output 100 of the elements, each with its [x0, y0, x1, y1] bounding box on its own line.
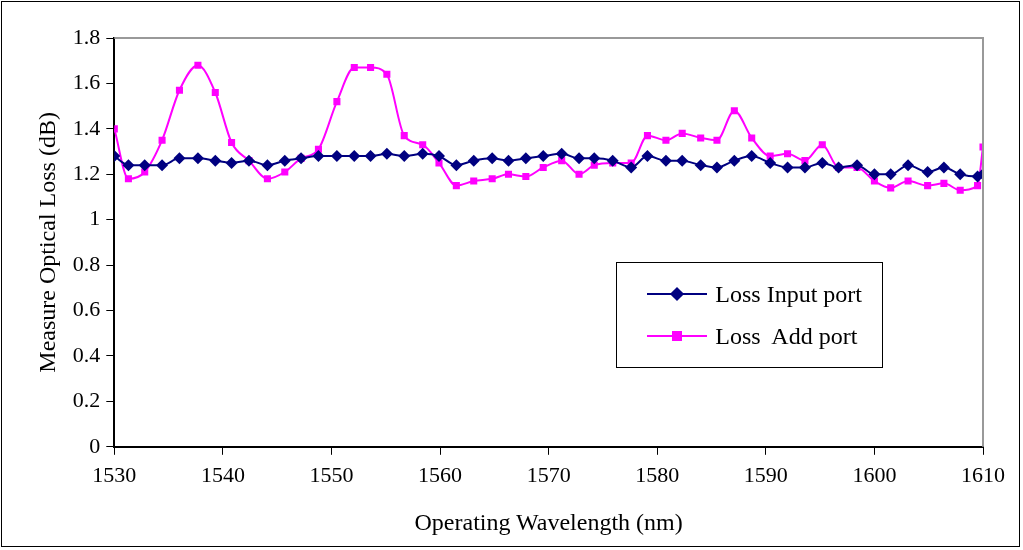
point [694, 159, 707, 172]
point [364, 150, 377, 163]
point [278, 154, 291, 167]
point [502, 154, 515, 167]
point [138, 159, 151, 172]
point [522, 173, 530, 181]
point [281, 168, 289, 176]
point [606, 154, 619, 167]
y-tick-label: 1 [89, 205, 101, 231]
point [851, 159, 864, 172]
x-tick-label: 1600 [852, 461, 897, 487]
point [173, 152, 186, 165]
y-tick-label: 1.8 [72, 23, 101, 49]
point [419, 141, 427, 149]
point [575, 170, 583, 178]
y-tick-label: 1.2 [72, 160, 101, 186]
point [937, 161, 950, 174]
point [676, 154, 689, 167]
point [432, 150, 445, 163]
point [641, 150, 654, 163]
y-axis-title: Measure Optical Loss (dB) [33, 112, 60, 373]
point [784, 150, 792, 158]
point [573, 152, 586, 165]
point [662, 136, 670, 144]
point [333, 98, 341, 106]
point [228, 138, 236, 147]
point [124, 175, 132, 183]
point [625, 161, 638, 174]
point [764, 156, 777, 169]
point [748, 134, 756, 142]
point [745, 150, 758, 163]
point [924, 182, 932, 190]
point [261, 159, 274, 172]
x-tick-label: 1560 [418, 461, 463, 487]
point [383, 70, 391, 78]
point [588, 152, 601, 165]
point [380, 147, 393, 160]
point [122, 159, 135, 172]
point [954, 168, 967, 181]
point [643, 132, 651, 140]
point [175, 86, 183, 94]
x-tick-label: 1590 [743, 461, 788, 487]
y-tick-label: 0.2 [72, 387, 101, 413]
point [921, 166, 934, 178]
point [798, 161, 811, 174]
legend-label: Loss Input port [715, 280, 862, 308]
point [450, 159, 463, 172]
point [470, 177, 478, 185]
point [367, 63, 375, 72]
point [209, 154, 222, 167]
point [158, 136, 166, 144]
point [519, 152, 532, 165]
point [400, 132, 408, 140]
legend-label: Loss Add port [715, 322, 858, 350]
point [486, 152, 499, 165]
x-tick-label: 1530 [92, 461, 137, 487]
point [504, 170, 513, 178]
point [940, 179, 948, 187]
point [467, 154, 480, 167]
point [728, 154, 741, 167]
point [452, 182, 460, 190]
y-tick-label: 0.4 [72, 341, 101, 367]
point [956, 186, 964, 194]
point [904, 177, 912, 185]
point [350, 63, 358, 72]
point [225, 156, 238, 169]
y-tick-label: 0.6 [72, 296, 101, 322]
point [730, 107, 738, 115]
point [659, 154, 672, 167]
point [678, 129, 686, 137]
point [697, 134, 705, 142]
point [539, 163, 547, 171]
point [211, 88, 219, 97]
x-axis-title: Operating Wavelength (nm) [414, 508, 683, 535]
point [816, 156, 829, 169]
point [887, 184, 895, 192]
point [194, 61, 202, 69]
point [710, 161, 723, 174]
point [868, 168, 881, 181]
y-tick-label: 1.4 [72, 114, 101, 140]
y-tick-label: 0 [89, 432, 101, 458]
y-tick-label: 1.6 [72, 69, 101, 95]
point [416, 147, 429, 160]
point [884, 168, 897, 181]
point [488, 175, 496, 183]
x-tick-label: 1610 [961, 461, 1005, 487]
point [713, 136, 721, 144]
point [537, 150, 550, 163]
point [398, 150, 411, 163]
y-tick-label: 0.8 [72, 250, 101, 276]
point [348, 150, 361, 163]
point [781, 161, 794, 174]
point [555, 147, 568, 160]
x-tick-label: 1550 [309, 461, 354, 487]
point [191, 152, 204, 165]
point [263, 175, 271, 183]
point [974, 182, 982, 190]
point [312, 150, 325, 163]
x-tick-label: 1540 [200, 461, 245, 487]
x-tick-label: 1580 [635, 461, 680, 487]
